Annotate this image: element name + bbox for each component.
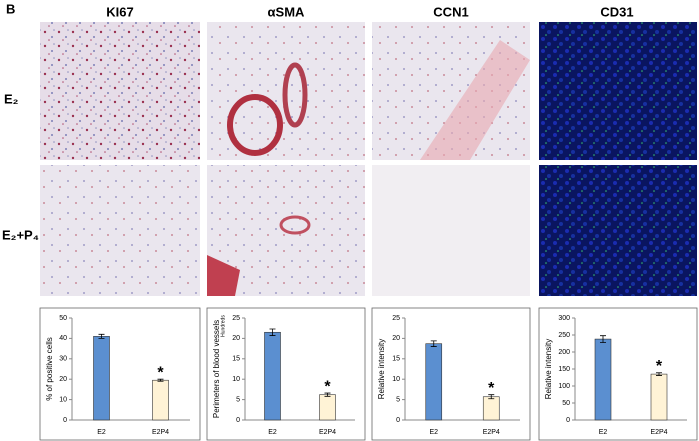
x-tick-label: E2: [97, 429, 106, 436]
annotation: *: [656, 358, 663, 375]
row-label: E₂: [4, 91, 19, 106]
x-tick-label: E2: [599, 429, 608, 436]
y-tick-label: 20: [232, 335, 240, 342]
y-tick-label: 100: [558, 383, 570, 390]
error-bar: [656, 372, 662, 376]
bar: [650, 373, 668, 421]
column-header: KI67: [106, 4, 133, 19]
y-tick-label: 0: [63, 417, 67, 424]
y-tick-label: 10: [392, 376, 400, 383]
bar: [594, 338, 612, 421]
y-tick-label: 30: [59, 356, 67, 363]
bar: [482, 396, 500, 421]
y-tick-label: 15: [392, 356, 400, 363]
x-tick-label: E2P4: [319, 429, 336, 436]
y-tick-label: 10: [232, 376, 240, 383]
chart-frame: [206, 307, 366, 441]
error-bar: [98, 333, 105, 339]
error-bar: [324, 392, 331, 397]
y-tick-label: 20: [59, 376, 67, 383]
stain: [420, 40, 530, 160]
x-tick-label: E2: [429, 429, 438, 436]
column-header: CD31: [600, 4, 633, 19]
error-bar: [488, 394, 495, 400]
vessel: [227, 94, 283, 156]
y-tick-label: 50: [562, 400, 570, 407]
y-tick-label: 300: [558, 315, 570, 322]
micrograph: [40, 22, 200, 160]
stain: [207, 255, 240, 296]
y-tick-label: 20: [392, 335, 400, 342]
x-tick-label: E2P4: [152, 429, 169, 436]
micrograph: [539, 165, 697, 296]
y-tick-label: 10: [59, 396, 67, 403]
y-tick-label: 200: [558, 349, 570, 356]
y-tick-label: 25: [392, 315, 400, 322]
error-bar: [600, 335, 606, 343]
panel-label: B: [6, 1, 15, 16]
row-label: E₂+P₄: [2, 227, 39, 242]
bar: [93, 336, 110, 421]
chart-frame: [538, 307, 698, 441]
y-tick-label: 50: [59, 315, 67, 322]
bar: [425, 343, 443, 421]
micrographs: [40, 22, 697, 296]
micrograph: [40, 165, 200, 296]
error-bar: [430, 340, 437, 347]
x-tick-label: E2: [268, 429, 277, 436]
y-tick-label: 0: [396, 417, 400, 424]
y-tick-label: 5: [236, 396, 240, 403]
chart-frame: [371, 307, 531, 441]
y-axis-label: Relative intensity: [377, 339, 386, 399]
error-bar: [157, 378, 164, 382]
annotation: *: [157, 364, 164, 381]
x-tick-label: E2P4: [483, 429, 500, 436]
column-header: αSMA: [268, 4, 305, 19]
x-tick-label: E2P4: [650, 429, 667, 436]
y-axis-label: Relative intensity: [544, 339, 553, 399]
y-tick-label: 5: [396, 396, 400, 403]
y-tick-label: 40: [59, 335, 67, 342]
vessel: [282, 62, 308, 128]
micrograph: [539, 22, 697, 160]
annotation: *: [324, 378, 331, 395]
unit-label: Hundreds: [220, 315, 226, 337]
y-tick-label: 25: [232, 315, 240, 322]
y-axis-label: Perimeters of blood vessels: [212, 320, 221, 418]
micrograph: [372, 165, 530, 296]
vessel: [279, 215, 311, 235]
chart-frame: [39, 307, 201, 441]
column-header: CCN1: [433, 4, 468, 19]
y-tick-label: 0: [566, 417, 570, 424]
y-tick-label: 150: [558, 366, 570, 373]
y-axis-label: % of positive cells: [45, 337, 54, 401]
bar: [319, 394, 336, 421]
bar: [152, 379, 169, 421]
y-tick-label: 250: [558, 332, 570, 339]
annotation: *: [488, 380, 495, 397]
y-tick-label: 15: [232, 356, 240, 363]
y-tick-label: 0: [236, 417, 240, 424]
bar: [264, 331, 281, 421]
error-bar: [269, 328, 276, 336]
